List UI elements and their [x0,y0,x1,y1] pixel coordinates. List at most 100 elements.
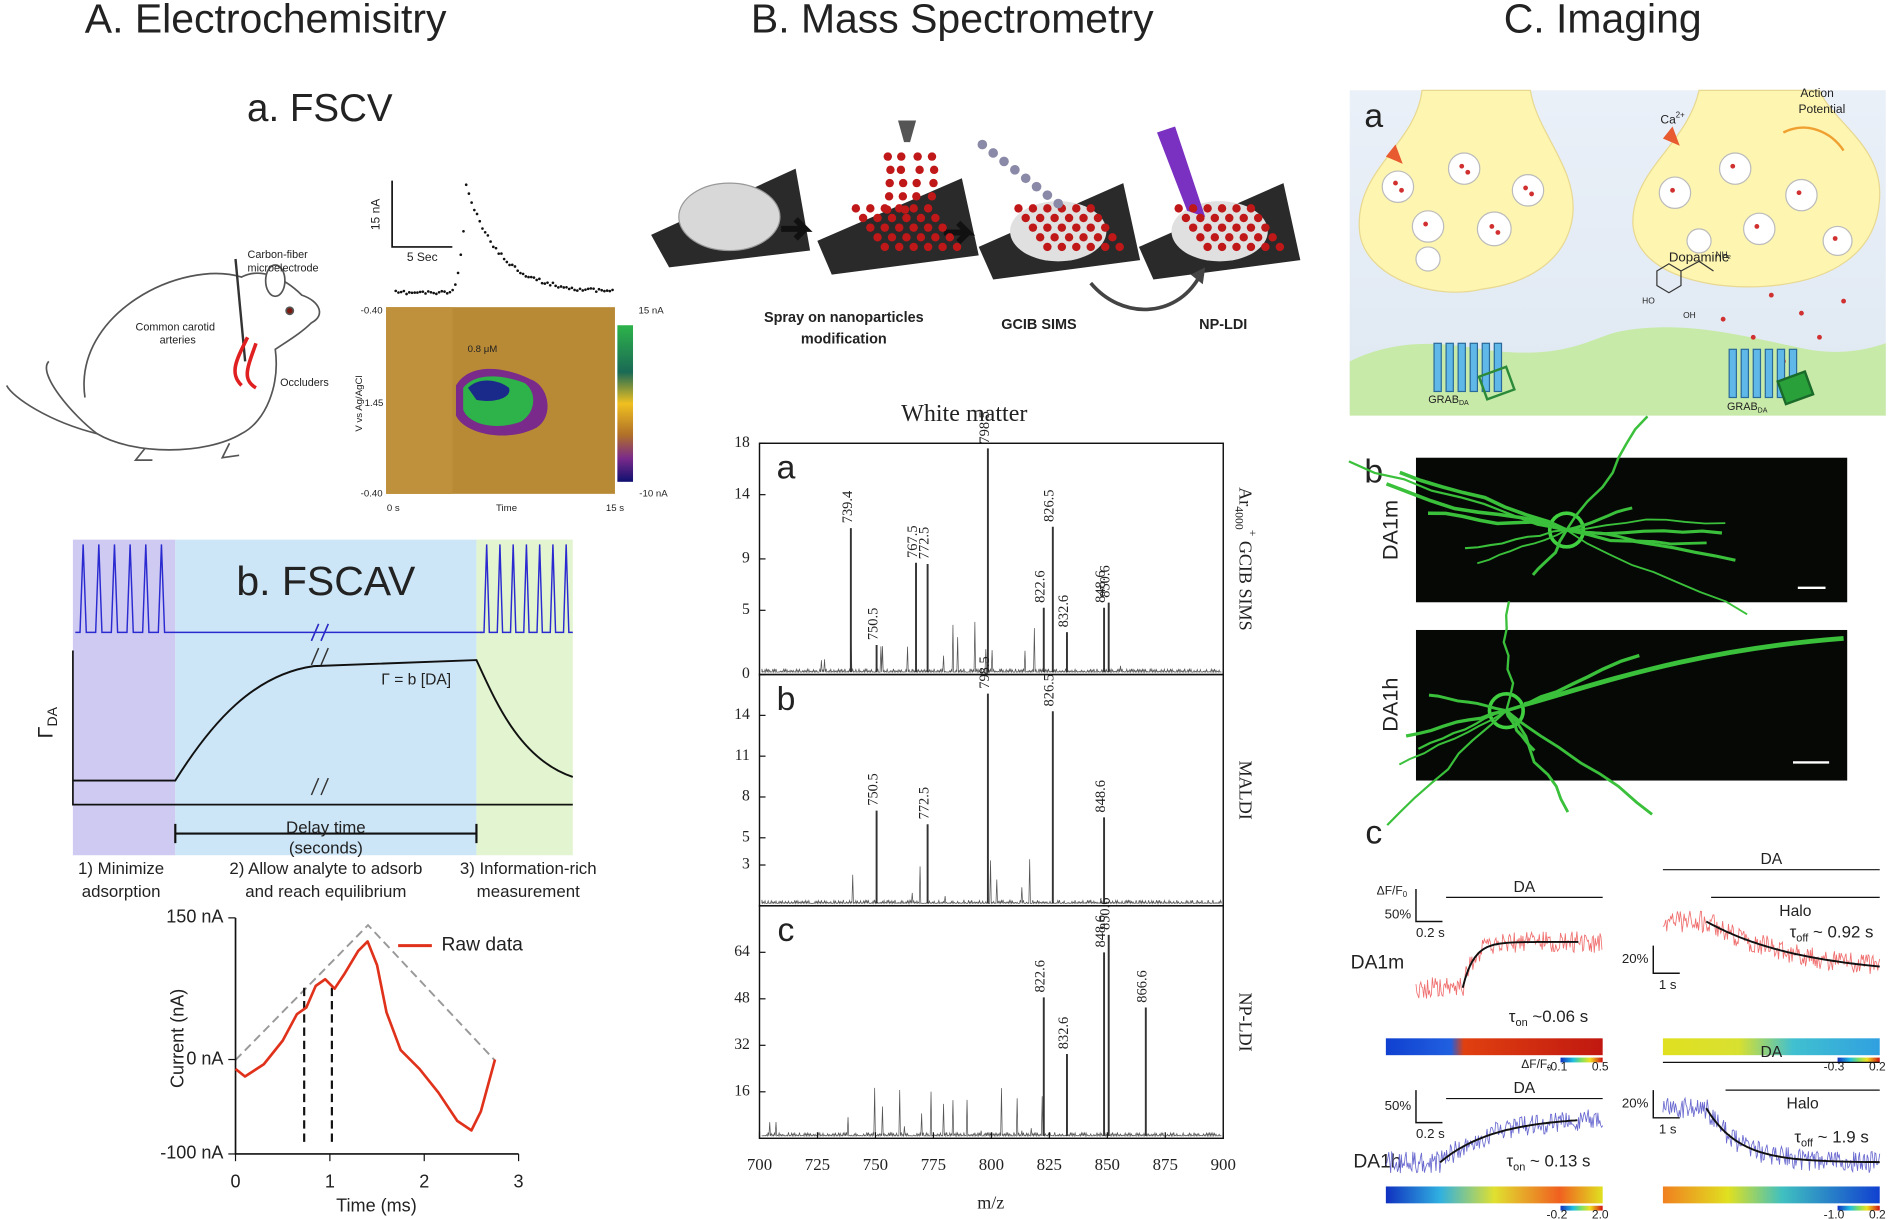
label: 1 s [1659,977,1677,992]
particle [866,223,875,232]
panel-letter: c [778,911,795,949]
particle [897,152,906,161]
text-sub: DA [1758,407,1768,414]
section-title: B. Mass Spectrometry [751,0,1154,41]
particle [1108,233,1117,242]
neurite [1566,506,1633,532]
trace-dot [410,291,414,295]
particle [1115,242,1124,252]
trace-dot [413,291,417,294]
particle [912,178,921,188]
label: DA1m [1351,953,1405,974]
particle [938,242,947,252]
label: adsorption [82,882,161,901]
x-tick-label: 800 [979,1155,1004,1174]
trace-dot [586,287,590,291]
label: DA1m [1378,500,1403,560]
trace-dot [451,288,454,292]
scale-bar [1652,945,1680,974]
trace-dot [500,252,503,255]
particle [1261,223,1270,232]
particle [1203,223,1212,232]
trace-dot [432,291,435,295]
text-sub: 0 [1403,890,1408,899]
text-sub: DA [44,706,60,726]
y-tick-label: 14 [734,485,750,502]
particle [915,165,924,175]
particle [898,192,908,201]
x-tick-label: 3 [514,1172,524,1192]
chart-title: White matter [901,401,1027,427]
particle [1064,233,1074,242]
y-tick-label: 9 [742,550,750,567]
text-rest: ~0.06 s [1528,1007,1588,1026]
label: 0.5 [1592,1059,1609,1073]
particle [913,152,922,161]
trace-dot [521,272,525,276]
label: 0 s [387,503,400,514]
label: Action [1800,86,1833,100]
text-main: GRAB [1727,401,1758,413]
trace-dot [605,289,609,292]
mouse-drawing [5,258,321,461]
particle [1239,213,1248,223]
neurite [1398,709,1507,766]
trace-dot [486,234,490,237]
label: GRABDA [1727,401,1768,414]
particle [909,223,918,232]
peak-label: 866.6 [1135,970,1151,1002]
ion [999,156,1009,167]
label: -0.40 [361,488,383,499]
particle [938,223,947,232]
text-sub: 0 [1547,1063,1552,1072]
particle [927,192,937,201]
particle [886,165,895,175]
y-tick-label: 14 [734,706,750,723]
peak-label: 767.5 [905,525,921,557]
y-tick-label: 0 [742,665,750,682]
peak-label: 739.4 [840,491,856,523]
particle [1203,204,1212,213]
synapse-diagram [1349,89,1886,416]
panel-letter: a [777,449,796,487]
label: Ca2+ [1660,111,1685,127]
particle [1057,223,1067,232]
label: and reach equilibrium [245,882,406,901]
particle [866,204,875,213]
spectrum-noise [761,859,1222,905]
trace-dot [481,227,484,230]
legend-label: Raw data [442,935,524,956]
particle [900,205,910,214]
neurite [1464,528,1567,550]
text-rest: GCIB SIMS [1236,536,1256,630]
trace-dot [467,192,471,195]
particle [1203,242,1212,252]
trace-dot [454,283,457,286]
particle [952,242,962,252]
neurite [1505,709,1570,813]
trace-dot [546,281,549,284]
peak-label: 832.6 [1056,595,1072,627]
label: Γ = b [DA] [381,672,451,689]
panel-letter: c [1365,814,1382,852]
particle [1181,213,1191,223]
label: Occluders [280,377,329,389]
label: measurement [477,882,580,901]
fit-curve [1705,920,1880,968]
trace-dot [535,278,538,282]
trace-dot [608,289,612,293]
x-tick-label: 875 [1153,1155,1178,1174]
peak-label: 848.6 [1093,570,1109,602]
trace-dot [603,289,606,293]
waveform [75,544,483,634]
trace-dot [443,290,446,293]
particle [912,192,921,201]
label: GRABDA [1428,394,1469,407]
particle [1100,223,1110,232]
neurite [1531,529,1568,576]
x-tick-label: 850 [1095,1155,1120,1174]
trace-dot [519,271,522,275]
y-tick-label: 64 [734,943,750,960]
label: V vs Ag/AgCl [354,375,365,431]
trace-dot [483,230,487,234]
